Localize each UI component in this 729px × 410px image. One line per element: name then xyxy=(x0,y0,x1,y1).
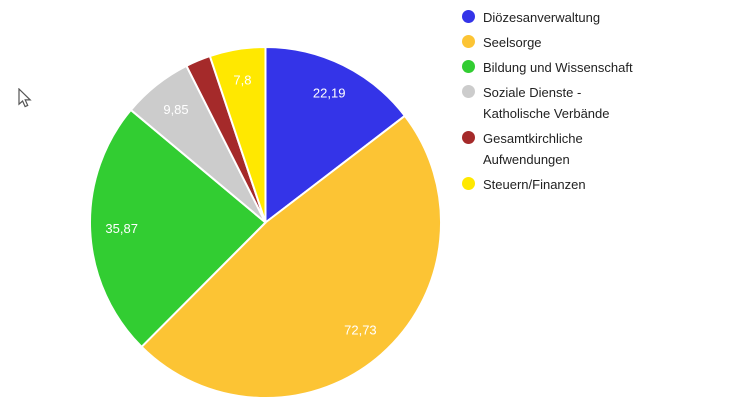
legend-swatch-icon xyxy=(462,10,475,23)
legend-item-gesamtkirchliche-aufwendungen[interactable]: Gesamtkirchliche Aufwendungen xyxy=(462,128,633,170)
legend-swatch-icon xyxy=(462,60,475,73)
pie-slice-dioezesanverwaltung[interactable] xyxy=(264,46,406,224)
slice-value-label: 35,87 xyxy=(105,221,138,236)
legend-label: Seelsorge xyxy=(483,35,542,50)
legend-item-bildung-und-wissenschaft[interactable]: Bildung und Wissenschaft xyxy=(462,57,633,78)
mouse-cursor-icon xyxy=(18,88,32,108)
legend-label: Diözesanverwaltung xyxy=(483,10,601,25)
pie-slice-steuern-finanzen[interactable] xyxy=(208,46,267,224)
legend-swatch-icon xyxy=(462,85,475,98)
slice-value-label: 72,73 xyxy=(344,323,377,338)
slice-value-label: 9,85 xyxy=(163,102,188,117)
legend-item-seelsorge[interactable]: Seelsorge xyxy=(462,32,633,53)
pie-slice-bildung-und-wissenschaft[interactable] xyxy=(89,108,267,348)
legend-item-soziale-dienste-katholische-verbaende[interactable]: Soziale Dienste - Katholische Verbände xyxy=(462,82,633,124)
slice-value-label: 7,8 xyxy=(233,73,251,88)
chart-legend: Diözesanverwaltung Seelsorge Bildung und W… xyxy=(462,7,633,195)
legend-swatch-icon xyxy=(462,35,475,48)
legend-item-dioezesanverwaltung[interactable]: Diözesanverwaltung xyxy=(462,7,633,28)
legend-item-steuern-finanzen[interactable]: Steuern/Finanzen xyxy=(462,174,633,195)
legend-label: Steuern/Finanzen xyxy=(483,177,586,192)
legend-label: Bildung und Wissenschaft xyxy=(483,60,633,75)
legend-label: Soziale Dienste - Katholische Verbände xyxy=(483,85,610,121)
legend-label: Gesamtkirchliche Aufwendungen xyxy=(483,131,583,167)
slice-value-label: 22,19 xyxy=(313,86,346,101)
legend-swatch-icon xyxy=(462,131,475,144)
legend-swatch-icon xyxy=(462,177,475,190)
pie-slice-seelsorge[interactable] xyxy=(140,114,442,399)
